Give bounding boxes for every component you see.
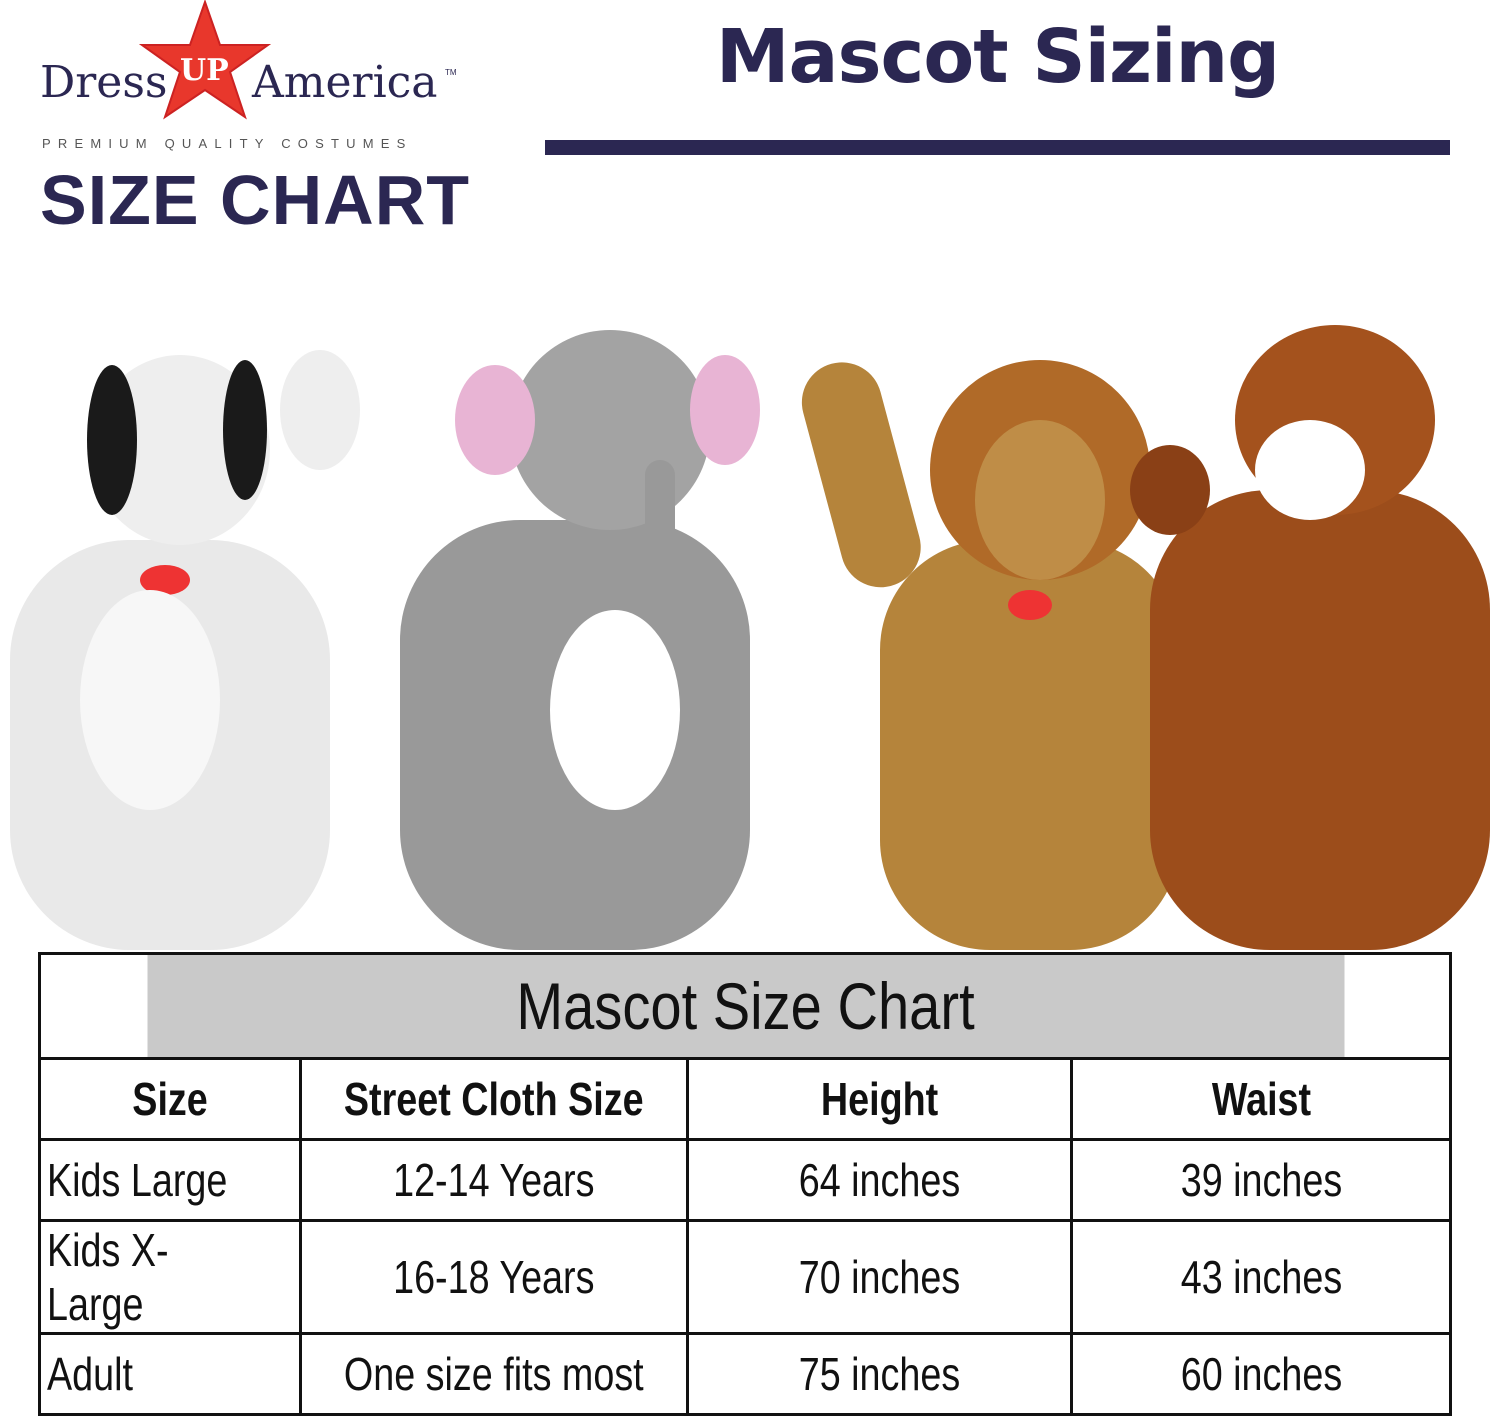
cell-size: Kids Large: [38, 1138, 302, 1222]
lion-costume-image: [801, 360, 1180, 950]
size-chart-heading: SIZE CHART: [40, 161, 470, 239]
cell-waist: 39 inches: [1070, 1138, 1452, 1222]
brand-tagline: PREMIUM QUALITY COSTUMES: [42, 136, 413, 151]
mascot-costume-photos: [10, 325, 1490, 950]
table-header-row: Size Street Cloth Size Height Waist: [38, 1057, 1452, 1141]
svg-text:America: America: [251, 57, 438, 108]
table-row: Kids X-Large 16-18 Years 70 inches 43 in…: [38, 1219, 1452, 1335]
cell-height: 75 inches: [686, 1332, 1073, 1416]
cell-street-size: 12-14 Years: [299, 1138, 689, 1222]
cell-height: 64 inches: [686, 1138, 1073, 1222]
mascot-size-table: Mascot Size Chart Size Street Cloth Size…: [38, 952, 1452, 1416]
column-header-street-cloth-size: Street Cloth Size: [299, 1057, 689, 1141]
page-title: Mascot Sizing: [715, 14, 1280, 100]
tiger-costume-image: [1130, 325, 1490, 950]
svg-text:Dress: Dress: [40, 57, 168, 108]
title-divider: [545, 140, 1450, 155]
table-row: Kids Large 12-14 Years 64 inches 39 inch…: [38, 1138, 1452, 1222]
svg-text:TM: TM: [445, 68, 457, 77]
cell-street-size: 16-18 Years: [299, 1219, 689, 1335]
svg-text:UP: UP: [180, 53, 229, 88]
table-caption: Mascot Size Chart: [144, 952, 1346, 1060]
column-header-size: Size: [38, 1057, 302, 1141]
cell-size: Adult: [38, 1332, 302, 1416]
elephant-costume-image: [400, 330, 760, 950]
column-header-height: Height: [686, 1057, 1073, 1141]
dress-up-america-logo: Dress UP America TM: [40, 0, 457, 120]
cell-waist: 60 inches: [1070, 1332, 1452, 1416]
cell-waist: 43 inches: [1070, 1219, 1452, 1335]
cell-size: Kids X-Large: [38, 1219, 302, 1335]
table-row: Adult One size fits most 75 inches 60 in…: [38, 1332, 1452, 1416]
column-header-waist: Waist: [1070, 1057, 1452, 1141]
dalmatian-costume-image: [10, 350, 360, 950]
cell-height: 70 inches: [686, 1219, 1073, 1335]
cell-street-size: One size fits most: [299, 1332, 689, 1416]
